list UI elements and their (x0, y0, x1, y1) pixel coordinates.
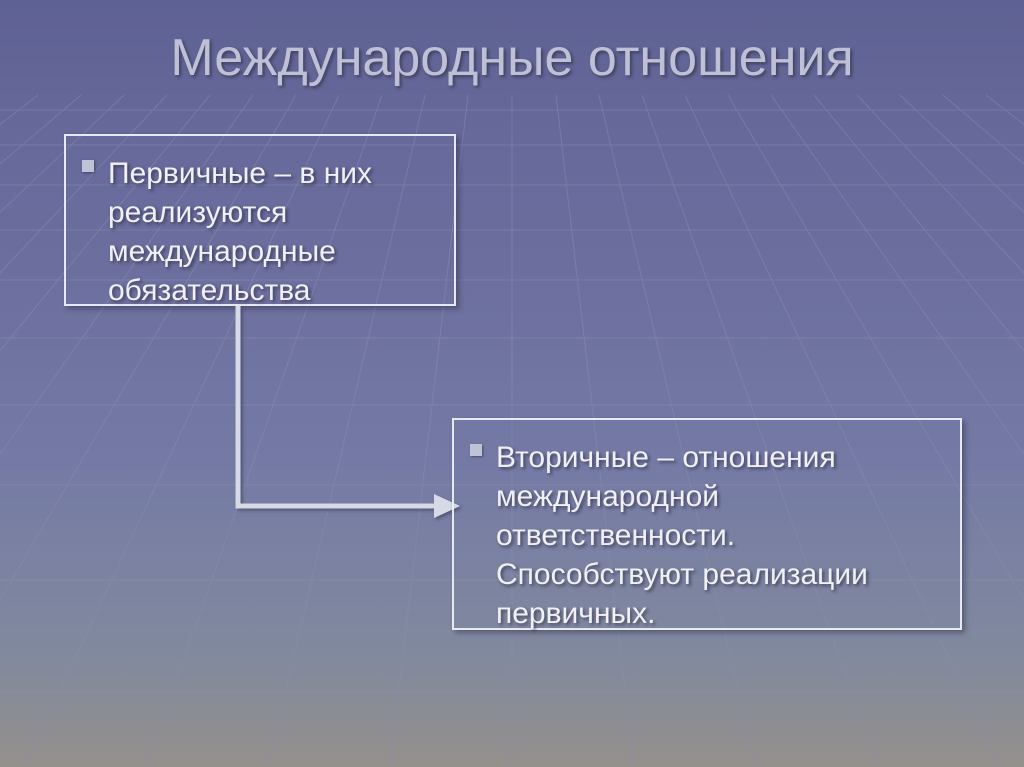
primary-text: Первичные – в них реализуются международ… (108, 154, 434, 310)
connector-arrow (216, 306, 476, 536)
perspective-grid (0, 0, 1024, 767)
slide-title: Международные отношения (0, 28, 1024, 88)
bullet-icon (82, 160, 94, 172)
bullet-icon (470, 444, 482, 456)
primary-box: Первичные – в них реализуются международ… (64, 134, 456, 306)
secondary-box: Вторичные – отношения международной отве… (452, 418, 962, 630)
secondary-text: Вторичные – отношения международной отве… (496, 438, 940, 633)
